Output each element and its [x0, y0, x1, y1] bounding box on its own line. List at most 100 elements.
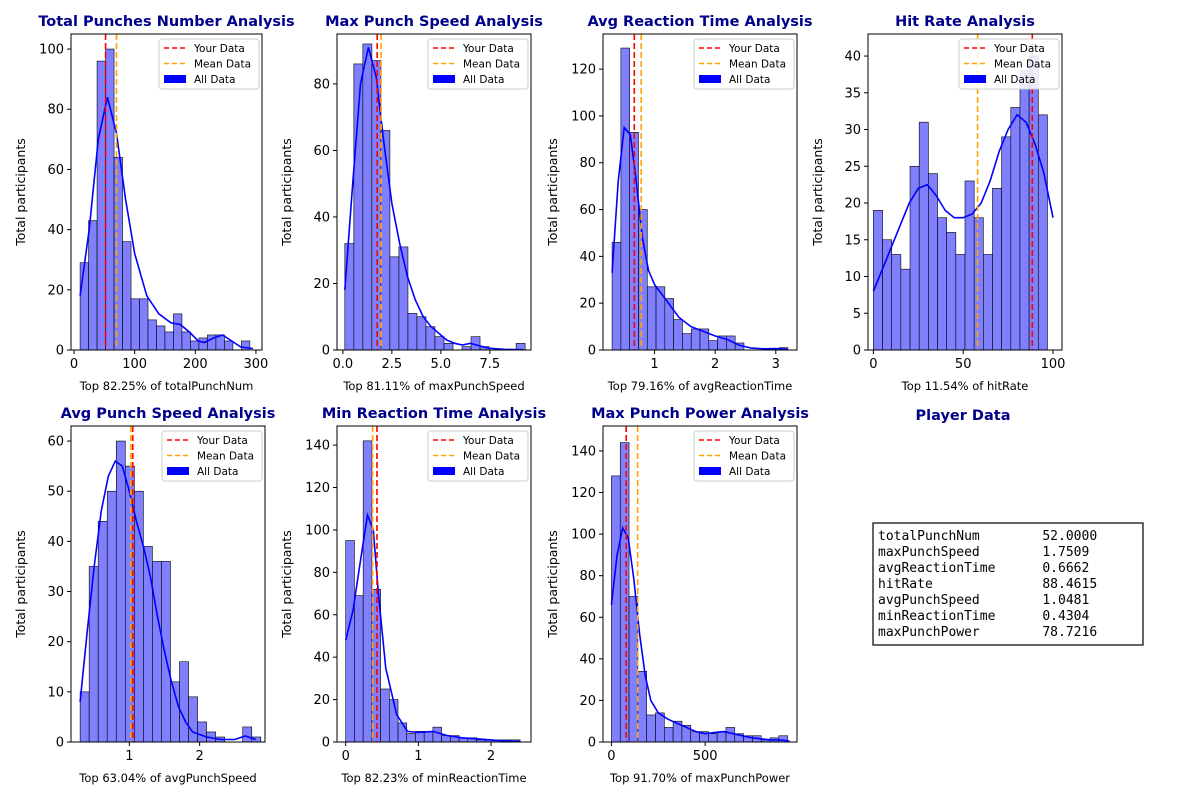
histogram-bars	[873, 55, 1048, 350]
histogram-bar	[432, 726, 442, 742]
legend-all-data-swatch	[433, 467, 455, 475]
x-axis-label: Top 63.04% of avgPunchSpeed	[78, 771, 256, 785]
y-tick-label: 0	[322, 344, 330, 359]
histogram-bars	[79, 440, 262, 742]
y-tick-label: 20	[844, 197, 861, 212]
legend: Your Data Mean Data All Data	[693, 38, 795, 90]
x-tick-label: 0	[70, 357, 78, 372]
legend: Your Data Mean Data All Data	[427, 38, 529, 90]
legend-all-data-swatch	[699, 75, 721, 83]
legend-your-data-label: Your Data	[728, 435, 780, 447]
y-tick-label: 100	[305, 523, 330, 538]
legend: Your Data Mean Data All Data	[158, 38, 260, 90]
chart-title: Max Punch Power Analysis	[591, 406, 809, 422]
y-tick-label: 100	[39, 43, 64, 58]
histogram-bar	[397, 722, 408, 742]
y-tick-label: 60	[47, 435, 64, 450]
chart-title: Total Punches Number Analysis	[38, 14, 294, 30]
histogram-bar	[637, 671, 647, 742]
y-tick-label: 30	[844, 123, 861, 138]
y-tick-label: 0	[56, 736, 64, 751]
y-tick-label: 60	[47, 163, 64, 178]
legend-all-data-label: All Data	[194, 74, 235, 86]
legend-all-data-swatch	[433, 75, 455, 83]
y-tick-label: 25	[844, 160, 861, 175]
histogram-bar	[224, 340, 234, 350]
y-tick-label: 20	[47, 635, 64, 650]
y-tick-label: 20	[313, 277, 330, 292]
x-tick-label: 2	[487, 749, 495, 764]
x-tick-label: 100	[1041, 357, 1066, 372]
histogram-bar	[1010, 107, 1021, 350]
chart-title: Min Reaction Time Analysis	[322, 406, 546, 422]
histogram-bar	[708, 340, 718, 350]
y-tick-label: 35	[844, 86, 861, 101]
histogram-bar	[955, 254, 966, 350]
player-data-title: Player Data	[916, 408, 1011, 424]
histogram-bar	[198, 337, 208, 350]
y-tick-label: 80	[579, 569, 596, 584]
y-tick-label: 60	[313, 608, 330, 623]
x-tick-label: 0	[607, 749, 615, 764]
histogram-bar	[354, 595, 364, 742]
histogram-bar	[425, 326, 436, 350]
histogram-bar	[344, 243, 355, 350]
legend-all-data-label: All Data	[994, 74, 1035, 86]
histogram-bar	[96, 60, 106, 350]
histogram-bar	[646, 286, 657, 350]
y-axis-label: Total participants	[279, 530, 294, 639]
chart-3: Avg Reaction Time Analysis 1 2 3 0 20 40 60 80 10…	[545, 14, 813, 393]
histogram-bar	[130, 298, 140, 350]
histogram-bar	[251, 736, 262, 742]
legend-all-data-swatch	[964, 75, 986, 83]
x-tick-label: 0	[342, 749, 350, 764]
histogram-bar	[778, 735, 788, 742]
histogram-bar	[638, 209, 648, 350]
legend-your-data-label: Your Data	[462, 43, 514, 55]
x-tick-label: 500	[693, 749, 718, 764]
x-tick-label: 100	[122, 357, 147, 372]
x-tick-label: 0.0	[333, 357, 354, 372]
axes-frame	[602, 33, 798, 351]
histogram-bar	[242, 726, 253, 742]
legend-mean-data-label: Mean Data	[994, 59, 1051, 71]
y-tick-label: 100	[571, 528, 596, 543]
y-tick-label: 60	[579, 203, 596, 218]
histogram-bar	[406, 733, 416, 742]
axes-frame	[70, 425, 266, 743]
y-axis-label: Total participants	[13, 138, 28, 247]
histogram-bar	[88, 220, 98, 350]
x-axis-label: Top 81.11% of maxPunchSpeed	[342, 379, 524, 393]
y-tick-label: 0	[56, 344, 64, 359]
histogram-bar	[190, 340, 200, 350]
legend-your-data-label: Your Data	[993, 43, 1045, 55]
histogram-bar	[345, 540, 355, 742]
x-tick-label: 1	[414, 749, 422, 764]
y-axis-label: Total participants	[279, 138, 294, 247]
legend-all-data-swatch	[699, 467, 721, 475]
histogram-bar	[1037, 114, 1048, 350]
histogram-bar	[105, 48, 115, 350]
histogram-bar	[161, 561, 171, 742]
x-tick-label: 5.0	[431, 357, 452, 372]
y-tick-label: 0	[853, 344, 861, 359]
histogram-bar	[973, 217, 984, 350]
x-tick-label: 50	[955, 357, 972, 372]
chart-1: Total Punches Number Analysis 0 100 200 300 0…	[13, 14, 295, 393]
chart-title: Avg Punch Speed Analysis	[61, 406, 276, 422]
histogram-bar	[389, 256, 400, 350]
y-tick-label: 80	[313, 566, 330, 581]
legend-your-data-label: Your Data	[462, 435, 514, 447]
player-data-row: maxPunchPower 78.7216	[878, 625, 1097, 640]
histogram-bar	[443, 343, 454, 350]
legend: Your Data Mean Data All Data	[427, 430, 529, 482]
histogram-bar	[380, 130, 391, 350]
histogram-bar	[937, 217, 947, 350]
legend-all-data-swatch	[167, 467, 189, 475]
y-tick-label: 20	[47, 283, 64, 298]
histogram-bar	[164, 331, 174, 350]
histogram-bar	[152, 561, 162, 742]
chart-2: Max Punch Speed Analysis 0.0 2.5 5.0 7.5 0 20 4…	[279, 14, 543, 393]
histogram-bar	[398, 246, 409, 350]
